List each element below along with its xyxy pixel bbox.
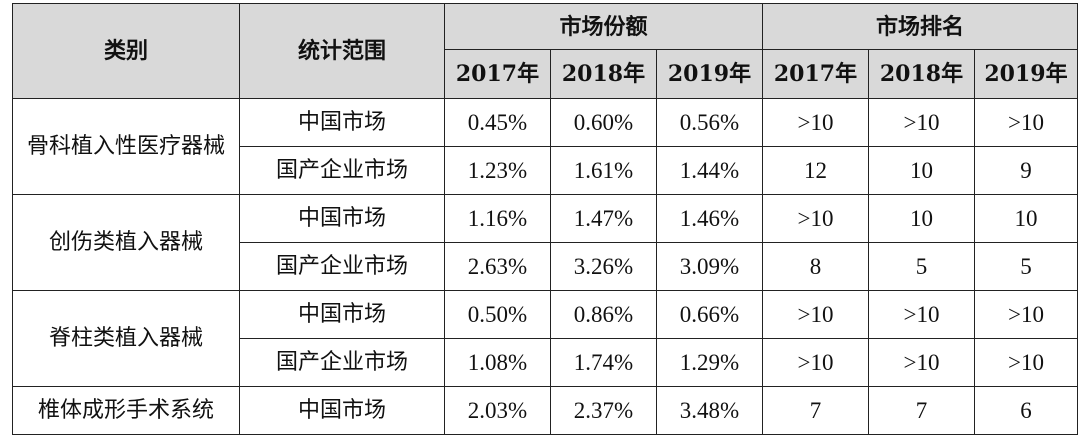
header-rank-year: 2018年 xyxy=(868,49,975,99)
share-cell: 0.60% xyxy=(550,98,657,147)
rank-cell: 10 xyxy=(868,146,975,195)
share-cell: 1.44% xyxy=(656,146,763,195)
rank-cell: 12 xyxy=(762,146,869,195)
rank-cell: 9 xyxy=(974,146,1078,195)
category-cell: 骨科植入性医疗器械 xyxy=(12,98,240,195)
rank-cell: 5 xyxy=(868,242,975,291)
scope-cell: 中国市场 xyxy=(239,194,445,243)
share-cell: 3.48% xyxy=(656,386,763,435)
share-cell: 1.08% xyxy=(444,338,551,387)
share-cell: 2.63% xyxy=(444,242,551,291)
share-cell: 3.09% xyxy=(656,242,763,291)
share-cell: 1.29% xyxy=(656,338,763,387)
table-row: 脊柱类植入器械 中国市场 0.50% 0.86% 0.66% >10 >10 >10 xyxy=(12,290,1078,387)
category-cell: 椎体成形手术系统 xyxy=(12,386,240,435)
header-rank-year: 2019年 xyxy=(974,49,1078,99)
share-cell: 3.26% xyxy=(550,242,657,291)
rank-cell: 6 xyxy=(974,386,1078,435)
share-cell: 1.16% xyxy=(444,194,551,243)
share-cell: 1.47% xyxy=(550,194,657,243)
share-cell: 1.61% xyxy=(550,146,657,195)
rank-cell: 10 xyxy=(868,194,975,243)
category-cell: 创伤类植入器械 xyxy=(12,194,240,291)
share-cell: 2.37% xyxy=(550,386,657,435)
rank-cell: >10 xyxy=(762,194,869,243)
share-cell: 0.45% xyxy=(444,98,551,147)
share-cell: 1.23% xyxy=(444,146,551,195)
share-cell: 0.50% xyxy=(444,290,551,339)
header-scope: 统计范围 xyxy=(239,3,445,99)
rank-cell: >10 xyxy=(762,98,869,147)
scope-cell: 中国市场 xyxy=(239,386,445,435)
header-market-rank: 市场排名 xyxy=(762,3,1078,50)
rank-cell: >10 xyxy=(762,338,869,387)
table-row: 创伤类植入器械 中国市场 1.16% 1.47% 1.46% >10 10 10 xyxy=(12,194,1078,291)
scope-cell: 中国市场 xyxy=(239,98,445,147)
category-cell: 脊柱类植入器械 xyxy=(12,290,240,387)
table-row: 骨科植入性医疗器械 中国市场 0.45% 0.60% 0.56% >10 >10 >10 xyxy=(12,98,1078,195)
header-share-year: 2017年 xyxy=(444,49,551,99)
rank-cell: >10 xyxy=(762,290,869,339)
rank-cell: 8 xyxy=(762,242,869,291)
scope-cell: 国产企业市场 xyxy=(239,146,445,195)
share-cell: 1.46% xyxy=(656,194,763,243)
scope-cell: 国产企业市场 xyxy=(239,242,445,291)
share-cell: 1.74% xyxy=(550,338,657,387)
rank-cell: >10 xyxy=(868,290,975,339)
rank-cell: >10 xyxy=(868,338,975,387)
header-share-year: 2019年 xyxy=(656,49,763,99)
header-category: 类别 xyxy=(12,3,240,99)
rank-cell: >10 xyxy=(974,98,1078,147)
share-cell: 0.56% xyxy=(656,98,763,147)
rank-cell: >10 xyxy=(868,98,975,147)
market-share-table: 类别 统计范围 市场份额 市场排名 2017年 2018年 2019年 2017… xyxy=(12,3,1078,435)
table-container: 类别 统计范围 市场份额 市场排名 2017年 2018年 2019年 2017… xyxy=(12,3,1078,435)
rank-cell: 7 xyxy=(762,386,869,435)
rank-cell: >10 xyxy=(974,338,1078,387)
header-market-share: 市场份额 xyxy=(444,3,763,50)
rank-cell: 10 xyxy=(974,194,1078,243)
header-rank-year: 2017年 xyxy=(762,49,869,99)
scope-cell: 中国市场 xyxy=(239,290,445,339)
rank-cell: 5 xyxy=(974,242,1078,291)
share-cell: 0.66% xyxy=(656,290,763,339)
table-body: 骨科植入性医疗器械 中国市场 0.45% 0.60% 0.56% >10 >10 >10 国产企… xyxy=(12,98,1078,435)
table-row: 椎体成形手术系统 中国市场 2.03% 2.37% 3.48% 7 7 6 xyxy=(12,386,1078,435)
rank-cell: >10 xyxy=(974,290,1078,339)
rank-cell: 7 xyxy=(868,386,975,435)
header-share-year: 2018年 xyxy=(550,49,657,99)
share-cell: 0.86% xyxy=(550,290,657,339)
share-cell: 2.03% xyxy=(444,386,551,435)
scope-cell: 国产企业市场 xyxy=(239,338,445,387)
table-row: 国产企业市场 2.63% 3.26% 3.09% 8 5 5 xyxy=(13,242,1078,291)
